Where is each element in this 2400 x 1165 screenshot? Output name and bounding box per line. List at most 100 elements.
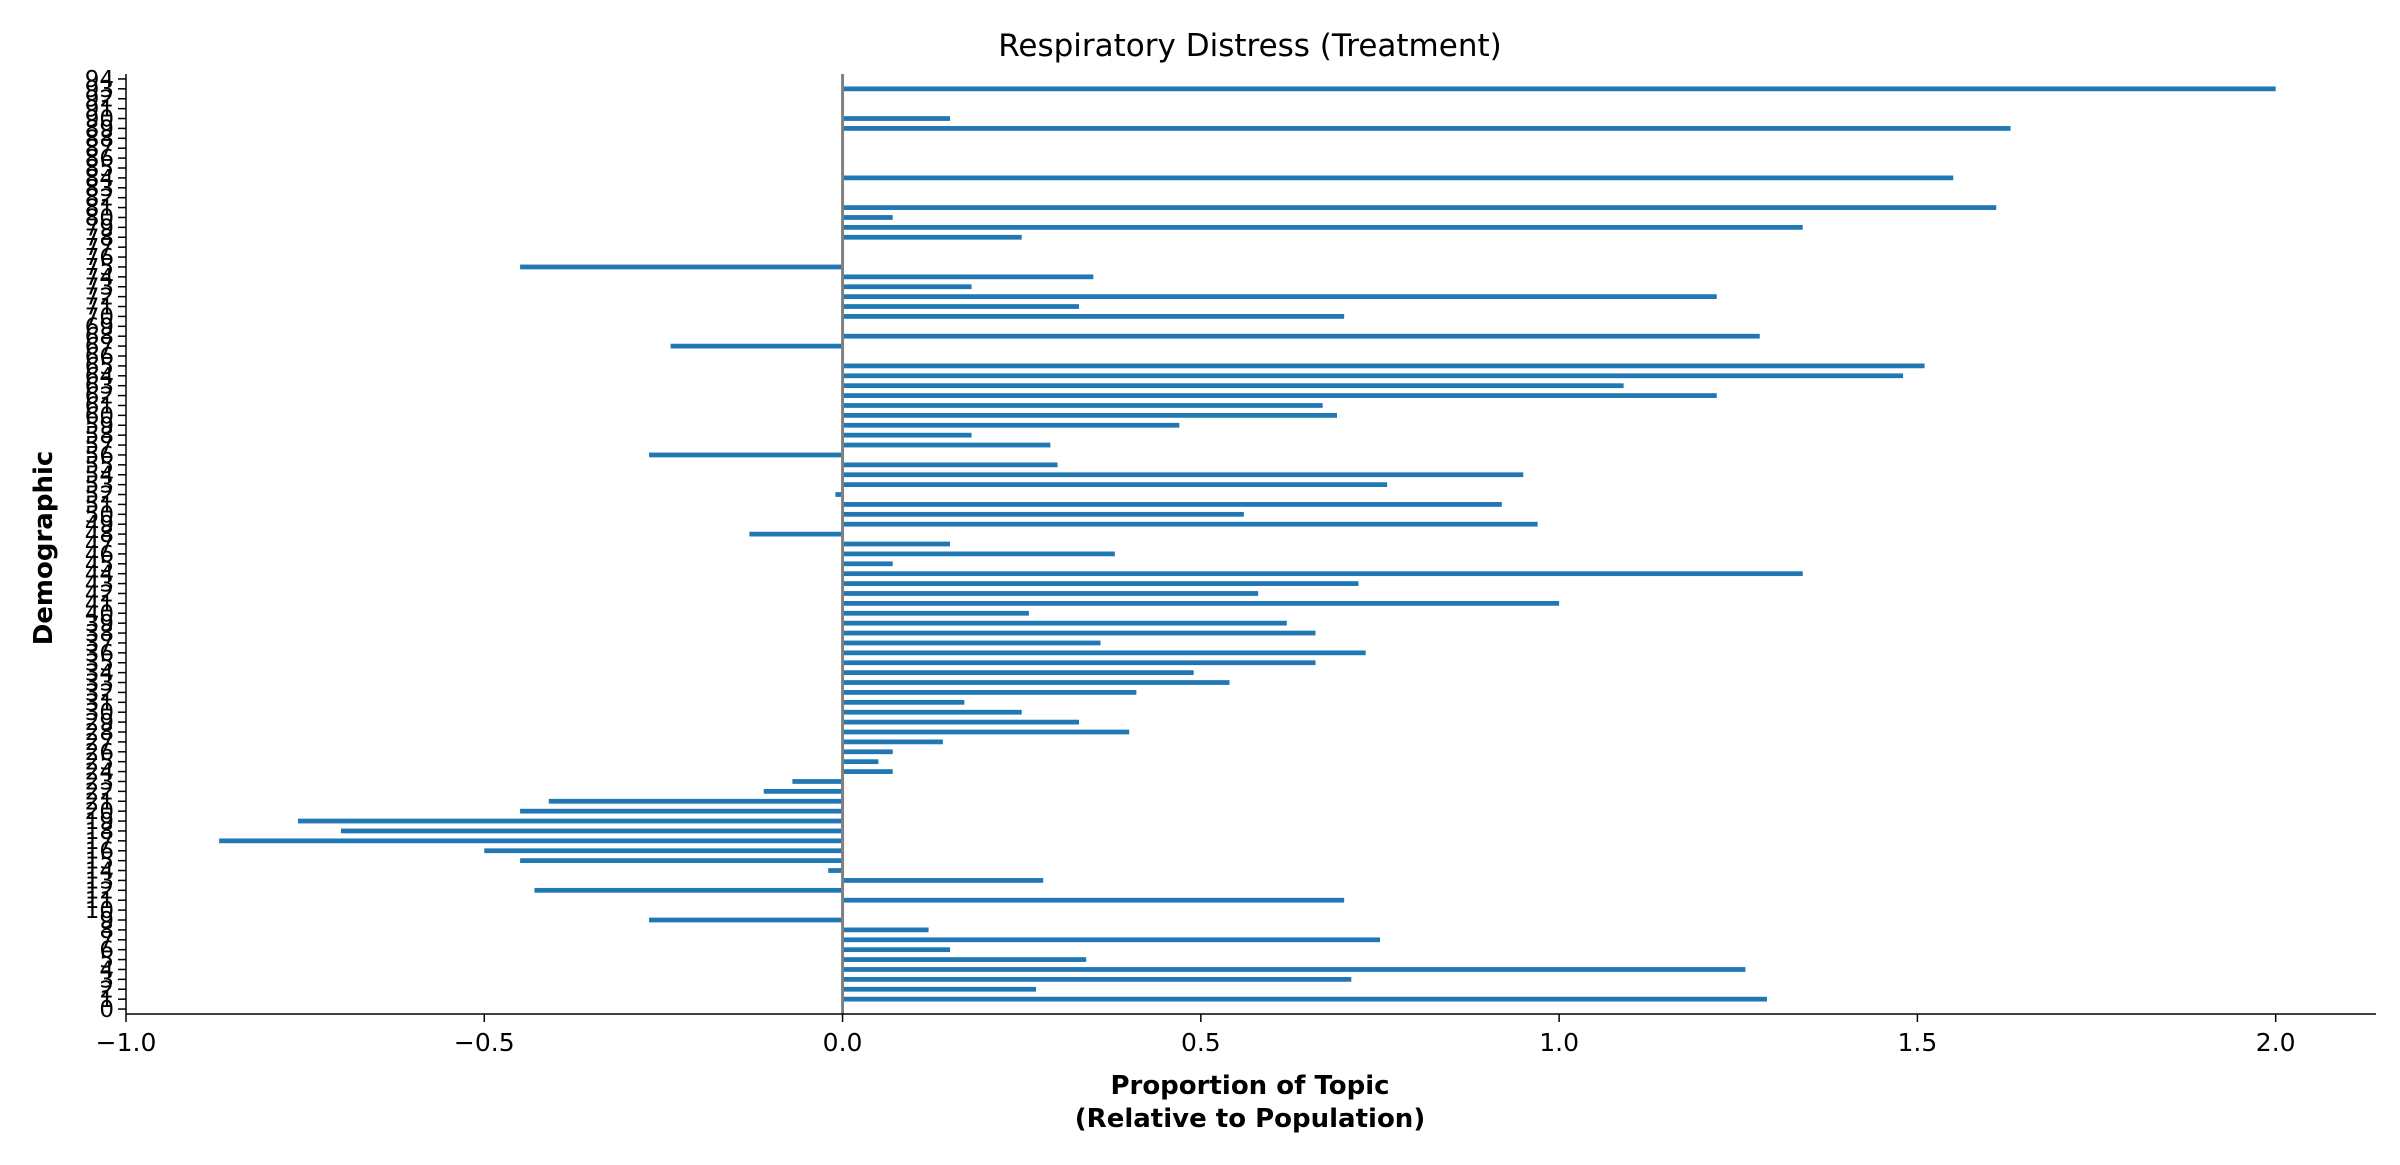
y-tick-label: 68 [85, 324, 114, 350]
y-tick-label: 1 [99, 987, 114, 1013]
y-tick-label: 75 [85, 255, 114, 281]
y-tick-label: 69 [85, 314, 114, 340]
x-tick-label: 1.0 [1539, 1028, 1579, 1057]
bar-93 [842, 86, 2276, 92]
y-tick-label: 36 [85, 641, 114, 667]
x-tick-label: 2.0 [2256, 1028, 2296, 1057]
y-tick-label: 14 [85, 859, 114, 885]
bar-4 [842, 967, 1746, 972]
y-tick-label: 93 [85, 77, 114, 103]
bar-30 [842, 709, 1022, 715]
bar-34 [842, 670, 1194, 676]
y-tick-label: 73 [85, 275, 114, 301]
bar-40 [842, 610, 1029, 616]
y-tick-label: 27 [85, 730, 114, 756]
y-tick-label: 56 [85, 443, 114, 469]
bar-26 [842, 749, 893, 755]
bar-71 [842, 304, 1080, 309]
bar-67 [670, 343, 843, 349]
y-tick-label: 47 [85, 532, 114, 558]
bar-8 [842, 927, 929, 933]
bar-63 [842, 383, 1624, 389]
y-tick-label: 25 [85, 750, 114, 776]
y-tick-label: 81 [85, 196, 114, 222]
bar-84 [842, 175, 1954, 181]
bar-62 [842, 393, 1717, 398]
bar-57 [842, 442, 1051, 448]
x-axis-label-line1: Proportion of Topic [1110, 1071, 1389, 1101]
bar-24 [842, 769, 893, 774]
bar-51 [842, 502, 1502, 507]
bar-53 [842, 482, 1388, 488]
y-tick-label: 46 [85, 542, 114, 568]
y-tick-label: 6 [99, 938, 114, 964]
y-tick-label: 82 [85, 186, 114, 212]
y-tick-label: 3 [99, 967, 114, 993]
bar-78 [842, 234, 1022, 240]
y-tick-label: 17 [85, 829, 114, 855]
y-tick-label: 89 [85, 116, 114, 142]
y-tick-label: 23 [85, 769, 114, 795]
bar-21 [548, 798, 843, 804]
y-tick-label: 24 [85, 760, 114, 786]
y-tick-label: 71 [85, 295, 114, 321]
y-tick-label: 79 [85, 215, 114, 241]
y-tick-label: 43 [85, 572, 114, 598]
bars [219, 86, 2276, 1002]
bar-28 [842, 729, 1130, 735]
bar-11 [842, 897, 1345, 903]
y-tick-label: 74 [85, 265, 114, 291]
bar-29 [842, 719, 1080, 725]
bar-44 [842, 571, 1803, 577]
y-tick-label: 88 [85, 126, 114, 152]
bar-31 [842, 699, 965, 705]
y-tick-label: 18 [85, 819, 114, 845]
y-axis-label: Demographic [29, 451, 59, 646]
y-tick-label: 54 [85, 463, 114, 489]
bar-50 [842, 511, 1244, 517]
y-tick-label: 35 [85, 651, 114, 677]
y-tick-label: 70 [85, 304, 114, 330]
y-tick-label: 53 [85, 473, 114, 499]
y-tick-label: 42 [85, 581, 114, 607]
bar-80 [842, 215, 893, 220]
y-tick-label: 7 [99, 928, 114, 954]
bar-58 [842, 432, 972, 438]
x-axis-ticks: −1.0 −0.5 0.0 0.5 1.0 1.5 2.0 [96, 1014, 2296, 1057]
bar-70 [842, 314, 1345, 319]
bar-12 [534, 887, 843, 893]
x-tick-label: −1.0 [96, 1028, 157, 1057]
y-tick-label: 72 [85, 285, 114, 311]
y-tick-label: 21 [85, 789, 114, 815]
y-tick-label: 22 [85, 779, 114, 805]
y-tick-label: 31 [85, 690, 114, 716]
bar-39 [842, 620, 1287, 626]
y-tick-label: 50 [85, 502, 114, 528]
bar-18 [340, 828, 843, 834]
y-tick-label: 58 [85, 423, 114, 449]
y-tick-label: 65 [85, 354, 114, 380]
y-tick-label: 59 [85, 413, 114, 439]
bar-54 [842, 472, 1524, 478]
y-tick-label: 76 [85, 245, 114, 271]
y-axis-ticks: 0123456789101112131415161718192021222324… [85, 67, 126, 1023]
y-tick-label: 39 [85, 611, 114, 637]
bar-7 [842, 937, 1380, 943]
bar-74 [842, 274, 1094, 280]
bar-1 [842, 996, 1767, 1002]
y-tick-label: 52 [85, 483, 114, 509]
y-tick-label: 30 [85, 700, 114, 726]
y-tick-label: 20 [85, 799, 114, 825]
y-tick-label: 77 [85, 235, 114, 261]
chart-title: Respiratory Distress (Treatment) [998, 28, 1501, 64]
x-tick-label: −0.5 [454, 1028, 515, 1057]
bar-32 [842, 690, 1137, 695]
bar-65 [842, 363, 1925, 369]
x-axis-label-line2: (Relative to Population) [1075, 1104, 1425, 1134]
bar-42 [842, 591, 1259, 596]
y-tick-label: 64 [85, 364, 114, 390]
bar-15 [520, 858, 843, 864]
y-tick-label: 0 [99, 997, 114, 1023]
bar-75 [520, 264, 843, 270]
